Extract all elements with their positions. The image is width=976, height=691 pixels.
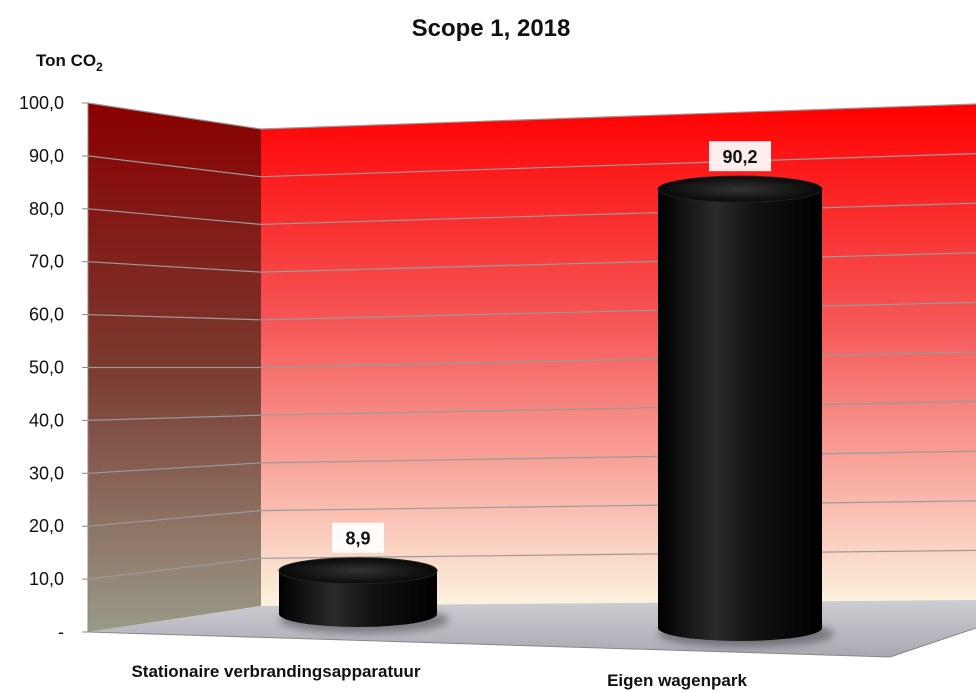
y-tick-label: -: [58, 622, 64, 642]
gridlines: [87, 102, 976, 580]
bar: [279, 570, 437, 627]
chart-walls: [87, 103, 976, 658]
gridline-back: [260, 549, 976, 559]
x-category-label: Stationaire verbrandingsapparatuur: [131, 662, 420, 681]
data-label: 8,9: [345, 529, 370, 549]
bar: [658, 189, 822, 641]
y-axis: - 10,0 20,0 30,0 40,0 50,0 60,0 70,0 80,0 90,0 100…: [19, 93, 89, 642]
y-tick-label: 10,0: [29, 569, 64, 589]
gridline-side: [87, 208, 262, 225]
gridline-back: [260, 401, 976, 416]
y-tick-label: 80,0: [29, 199, 64, 219]
data-label-box: [332, 522, 384, 553]
y-tick-label: 40,0: [29, 410, 64, 430]
gridline-back: [260, 202, 976, 225]
gridline-side: [87, 462, 262, 474]
gridline-back: [260, 351, 976, 369]
floor-front-edge: [87, 631, 891, 658]
y-axis-title: Ton CO2: [36, 51, 103, 74]
gridline-side: [87, 261, 262, 273]
chart-title: Scope 1, 2018: [412, 15, 571, 42]
data-labels: 8,9 90,2: [332, 141, 771, 553]
y-tick-label: 20,0: [29, 516, 64, 536]
gridline-back: [260, 153, 976, 178]
data-label-box: [709, 141, 771, 172]
gridline-back: [260, 301, 976, 321]
gridline-side: [87, 557, 262, 580]
gridline-side: [87, 314, 262, 321]
gridline-back: [260, 450, 976, 464]
floor-right-edge: [889, 627, 976, 658]
data-label: 90,2: [722, 147, 757, 167]
bars: [278, 175, 834, 647]
gridline-side: [87, 510, 262, 527]
gridline-back: [260, 500, 976, 512]
gridline-side: [87, 414, 262, 421]
y-tick-label: 50,0: [29, 358, 64, 378]
gridline-side: [87, 155, 262, 178]
y-tick-label: 90,0: [29, 146, 64, 166]
gridline-side: [87, 102, 262, 130]
bar-top: [657, 175, 823, 203]
x-category-label: Eigen wagenpark: [607, 671, 747, 690]
gridline-back: [260, 252, 976, 273]
y-tick-label: 30,0: [29, 463, 64, 483]
y-tick-label: 60,0: [29, 305, 64, 325]
bar-top: [278, 557, 438, 585]
y-tick-label: 100,0: [19, 93, 64, 113]
y-tick-label: 70,0: [29, 252, 64, 272]
gridline-back: [260, 103, 976, 130]
